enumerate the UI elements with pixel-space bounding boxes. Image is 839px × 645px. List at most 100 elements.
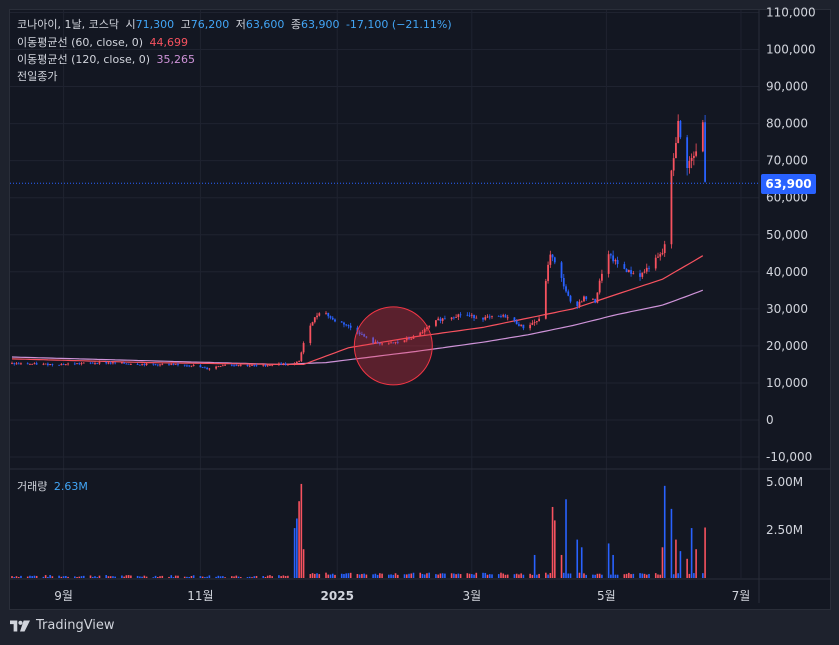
volume-bar [44,575,47,578]
volume-bar [154,575,157,578]
candle-body [76,363,78,365]
candle-body [408,338,410,340]
volume-bar [356,574,359,578]
volume-bar [251,577,253,578]
volume-bar [358,574,361,578]
chart-panel[interactable] [9,9,831,610]
volume-bar [318,574,321,578]
candle-body [334,319,336,322]
y-tick-label: 10,000 [766,376,808,390]
volume-bar [659,574,662,578]
volume-bar [188,577,190,578]
volume-bar [518,574,520,578]
annotation-circle [353,306,433,386]
volume-bar [641,573,644,578]
candle-body [91,362,94,364]
candle-body [262,364,265,366]
candle-body [105,362,108,364]
volume-bar [183,576,186,578]
volume-bar [488,574,491,578]
y-tick-label: -10,000 [766,450,812,464]
candle-body [161,364,164,366]
candle-body [302,343,305,353]
candle-body [403,340,406,343]
volume-bar [435,574,437,578]
candle-body [439,318,442,321]
x-tick-label: 3월 [462,589,481,603]
volume-bar [450,573,453,578]
candle-body [643,271,646,273]
volume-bar [690,528,693,578]
volume-bar [347,573,350,578]
ma60-legend[interactable]: 이동평균선 (60, close, 0) 44,699 [17,36,191,50]
volume-bar [271,576,273,578]
volume-bar [264,576,267,578]
volume-tick-label: 2.50M [766,523,803,537]
candle-body [107,362,110,364]
candle-body [136,364,139,365]
volume-bar [536,574,538,578]
candle-body [286,364,289,366]
volume-legend[interactable]: 거래량 2.63M [17,480,91,494]
candle-body [206,367,209,370]
candle-body [396,342,399,343]
volume-bar [13,576,16,578]
candle-body [663,244,666,254]
volume-bar [630,574,632,578]
candle-body [659,254,662,257]
candle-body [486,316,489,318]
candle-body [585,296,588,300]
volume-bar [139,576,141,578]
volume-bar [47,576,49,578]
candle-body [583,296,585,302]
volume-bar [372,574,374,578]
candle-body [26,363,29,365]
volume-bar [309,574,312,578]
candle-body [459,314,462,316]
volume-bar [141,576,143,578]
volume-bar [219,576,222,578]
volume-bar [502,573,505,578]
ma120-legend[interactable]: 이동평균선 (120, close, 0) 35,265 [17,53,198,67]
volume-bar [280,576,282,578]
candle-body [327,312,330,317]
volume-bar [428,572,430,578]
volume-bar [549,572,552,578]
volume-bar [143,575,146,578]
candle-body [538,318,541,322]
y-tick-label: 50,000 [766,228,808,242]
volume-bar [533,554,536,578]
candle-body [567,291,570,296]
volume-bar [426,573,428,578]
candle-body [264,364,267,367]
volume-bar [127,575,130,578]
volume-bar [298,501,300,578]
prev-close-legend[interactable]: 전일종가 [17,70,60,84]
candle-body [11,363,13,364]
candle-body [701,122,704,152]
candle-body [190,365,193,367]
candle-body [215,366,218,369]
volume-bar [33,575,36,578]
candle-body [616,260,619,265]
last-price-tag: 63,900 [761,174,816,194]
candle-body [29,364,31,365]
tradingview-brand[interactable]: TradingView [10,618,115,633]
volume-bar [580,547,583,578]
candle-body [125,363,128,365]
candle-body [506,317,509,319]
candle-body [515,320,518,325]
volume-bar [94,576,96,578]
candle-body [378,343,381,345]
volume-bar [513,574,516,578]
x-tick-label: 2025 [321,589,354,603]
volume-bars [11,483,706,578]
candle-body [692,155,695,158]
volume-bar [172,577,175,578]
volume-bar [623,574,626,578]
candle-body [219,366,222,367]
candle-body [331,317,334,320]
volume-bar [278,575,280,578]
volume-bar [67,576,69,578]
